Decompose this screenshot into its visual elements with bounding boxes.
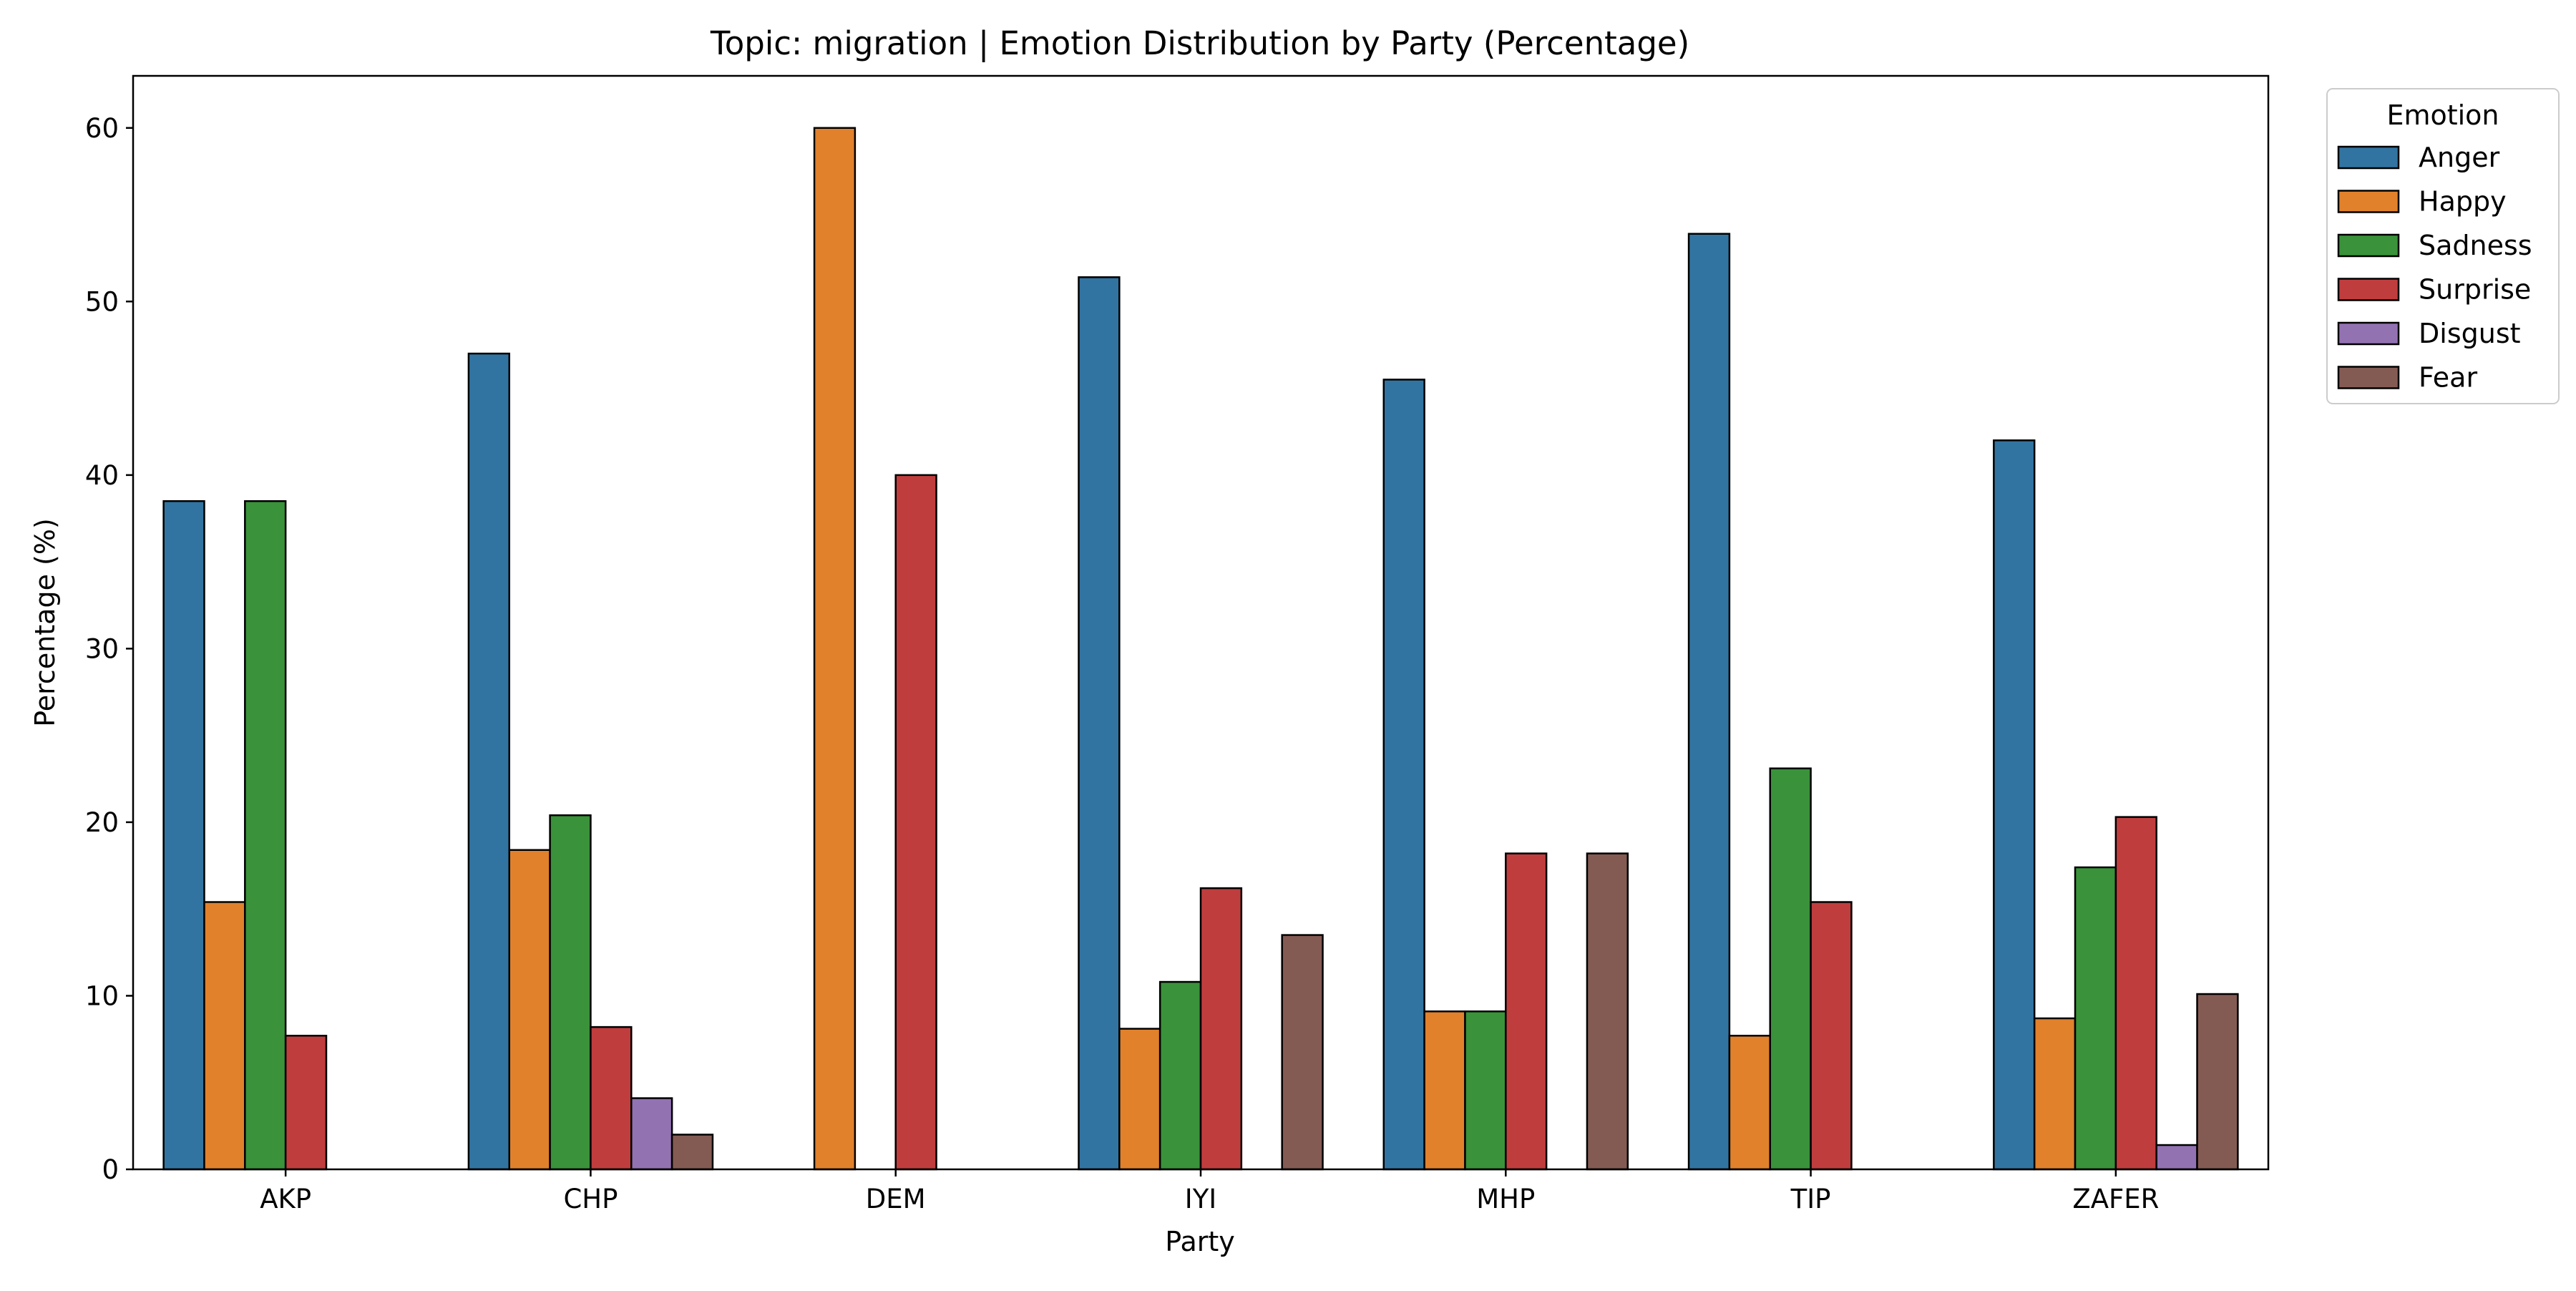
x-tick-label-akp: AKP <box>260 1184 311 1214</box>
bar-mhp-surprise <box>1505 852 1548 1171</box>
x-axis: AKP CHP DEM IYI MHP TIP ZAFER <box>260 1169 2159 1214</box>
legend-label-anger: Anger <box>2419 142 2500 173</box>
bar-chp-fear <box>670 1134 714 1171</box>
legend-item-happy[interactable]: Happy <box>2337 186 2507 218</box>
bar-chp-disgust <box>630 1097 673 1171</box>
legend-swatch-disgust <box>2337 321 2400 346</box>
bar-akp-anger <box>162 500 205 1171</box>
x-tick-label-tip: TIP <box>1790 1184 1831 1214</box>
bar-chp-happy <box>508 849 551 1171</box>
bar-mhp-sadness <box>1464 1010 1507 1171</box>
bar-chp-anger <box>467 352 510 1171</box>
bar-zafer-surprise <box>2114 816 2157 1171</box>
bar-mhp-happy <box>1423 1010 1466 1171</box>
bar-iyi-surprise <box>1199 887 1243 1171</box>
x-tick-label-zafer: ZAFER <box>2072 1184 2159 1214</box>
legend-swatch-surprise <box>2337 278 2400 301</box>
bar-tip-anger <box>1687 233 1731 1171</box>
x-tick-label-mhp: MHP <box>1476 1184 1535 1214</box>
bar-iyi-fear <box>1281 934 1324 1171</box>
y-tick-label: 40 <box>85 460 119 491</box>
bar-akp-sadness <box>244 500 287 1171</box>
y-axis: 0 10 20 30 40 50 60 <box>85 113 133 1185</box>
bar-mhp-anger <box>1382 379 1425 1171</box>
bar-zafer-happy <box>2033 1017 2077 1171</box>
bar-mhp-fear <box>1586 852 1629 1171</box>
bar-zafer-disgust <box>2155 1144 2198 1171</box>
y-tick-label: 10 <box>85 980 119 1011</box>
bar-tip-happy <box>1728 1034 1771 1171</box>
bar-chp-surprise <box>590 1026 633 1171</box>
bar-tip-surprise <box>1810 901 1853 1171</box>
legend-item-disgust[interactable]: Disgust <box>2337 318 2521 349</box>
bar-chp-sadness <box>549 814 592 1171</box>
bar-iyi-happy <box>1118 1028 1161 1171</box>
legend-item-anger[interactable]: Anger <box>2337 142 2500 173</box>
legend-swatch-fear <box>2337 366 2400 389</box>
legend-swatch-happy <box>2337 190 2400 213</box>
y-tick-label: 50 <box>85 286 119 317</box>
y-tick-label: 0 <box>102 1154 119 1185</box>
bar-tip-sadness <box>1769 767 1812 1171</box>
bar-dem-happy <box>813 127 857 1171</box>
legend-item-sadness[interactable]: Sadness <box>2337 230 2532 261</box>
legend-label-fear: Fear <box>2419 362 2477 394</box>
legend[interactable]: Emotion Anger Happy Sadness Surprise Disgust… <box>2326 88 2560 404</box>
x-tick-label-chp: CHP <box>563 1184 618 1214</box>
x-axis-label: Party <box>1165 1226 1235 1257</box>
bar-iyi-anger <box>1078 276 1121 1171</box>
y-axis-label: Percentage (%) <box>29 518 61 727</box>
legend-item-surprise[interactable]: Surprise <box>2337 274 2531 306</box>
legend-label-disgust: Disgust <box>2419 318 2521 349</box>
chart-title: Topic: migration | Emotion Distribution … <box>710 24 1689 62</box>
bar-zafer-fear <box>2196 993 2239 1171</box>
legend-swatch-anger <box>2337 145 2400 170</box>
y-tick-label: 20 <box>85 807 119 838</box>
legend-swatch-sadness <box>2337 233 2400 258</box>
bar-akp-surprise <box>284 1034 328 1171</box>
bars-layer <box>162 127 2239 1171</box>
bar-akp-happy <box>203 901 246 1171</box>
bar-zafer-anger <box>1993 439 2036 1171</box>
y-tick-label: 30 <box>85 633 119 664</box>
bar-zafer-sadness <box>2074 866 2117 1171</box>
legend-label-surprise: Surprise <box>2419 274 2531 306</box>
legend-title: Emotion <box>2386 99 2499 131</box>
bar-iyi-sadness <box>1158 980 1202 1171</box>
bar-dem-surprise <box>894 474 937 1171</box>
y-tick-label: 60 <box>85 113 119 144</box>
legend-label-sadness: Sadness <box>2419 230 2532 261</box>
legend-item-fear[interactable]: Fear <box>2337 362 2477 394</box>
x-tick-label-iyi: IYI <box>1185 1184 1216 1214</box>
legend-label-happy: Happy <box>2419 186 2507 218</box>
legend-items: Anger Happy Sadness Surprise Disgust Fear <box>2337 142 2532 394</box>
x-tick-label-dem: DEM <box>866 1184 926 1214</box>
